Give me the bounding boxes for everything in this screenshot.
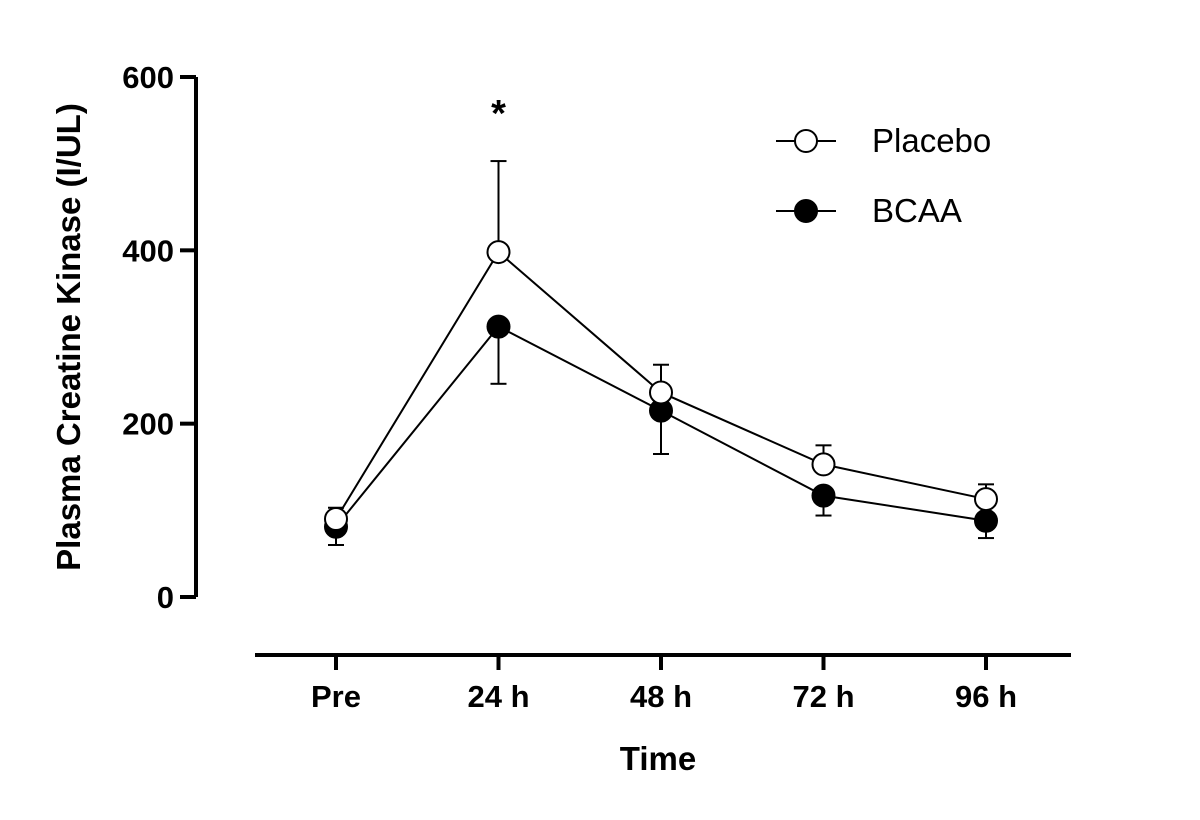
x-tick-label: 96 h [955, 679, 1017, 714]
y-tick-label: 0 [157, 580, 174, 615]
data-point [486, 240, 511, 265]
y-axis: 0 200 400 600 [122, 60, 198, 615]
data-point [974, 508, 998, 533]
legend-label: BCAA [872, 192, 962, 229]
data-point [811, 452, 836, 477]
data-point [649, 380, 673, 405]
annotations: * [491, 93, 506, 135]
legend-item: BCAA [776, 192, 962, 229]
legend-swatch-marker [794, 199, 818, 223]
data-point [811, 483, 836, 508]
legend-label: Placebo [872, 122, 991, 159]
legend-swatch-marker [794, 129, 818, 153]
x-tick-label: 24 h [467, 679, 529, 714]
y-tick-label: 200 [122, 407, 174, 442]
legend: Placebo BCAA [776, 122, 991, 229]
data-point [324, 507, 348, 531]
data-point [974, 487, 998, 512]
x-tick-label: 72 h [792, 679, 854, 714]
significance-marker: * [491, 93, 506, 135]
x-tick-label: 48 h [630, 679, 692, 714]
x-tick-label: Pre [311, 679, 361, 714]
data-point [486, 314, 511, 339]
y-tick-label: 400 [122, 233, 174, 268]
y-tick-label: 600 [122, 60, 174, 95]
series-placebo [324, 160, 998, 531]
series-bcaa [324, 314, 998, 546]
series-layer [324, 160, 998, 546]
x-axis-label: Time [620, 740, 696, 777]
y-axis-label: Plasma Creatine Kinase (I/UL) [50, 103, 87, 571]
x-axis: Pre 24 h 48 h 72 h 96 h [255, 653, 1071, 714]
legend-item: Placebo [776, 122, 991, 159]
